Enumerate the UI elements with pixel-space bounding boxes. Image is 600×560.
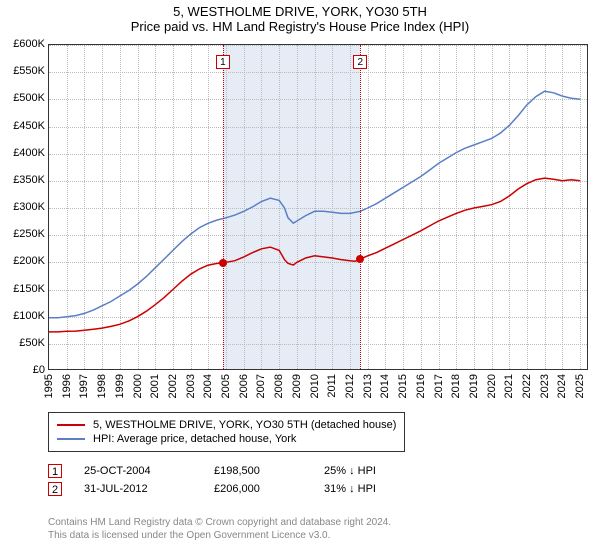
y-axis-label: £400K xyxy=(13,147,45,159)
x-axis-label: 2015 xyxy=(397,374,409,398)
y-axis-label: £150K xyxy=(13,283,45,295)
x-axis-label: 2006 xyxy=(238,374,250,398)
x-axis-label: 2020 xyxy=(486,374,498,398)
x-axis-label: 2018 xyxy=(450,374,462,398)
y-axis-label: £250K xyxy=(13,228,45,240)
x-axis-label: 2016 xyxy=(415,374,427,398)
event-date: 31-JUL-2012 xyxy=(84,483,214,495)
x-axis-label: 2019 xyxy=(468,374,480,398)
x-axis-label: 2012 xyxy=(344,374,356,398)
event-row: 1 25-OCT-2004 £198,500 25% ↓ HPI xyxy=(48,464,434,478)
legend-swatch xyxy=(57,438,85,440)
legend-label: HPI: Average price, detached house, York xyxy=(93,433,296,445)
event-delta: 25% ↓ HPI xyxy=(324,465,434,477)
x-axis-label: 2011 xyxy=(326,374,338,398)
event-delta: 31% ↓ HPI xyxy=(324,483,434,495)
x-axis-label: 1996 xyxy=(61,374,73,398)
x-axis-label: 2010 xyxy=(309,374,321,398)
x-axis-label: 2005 xyxy=(220,374,232,398)
event-date: 25-OCT-2004 xyxy=(84,465,214,477)
title-line-1: 5, WESTHOLME DRIVE, YORK, YO30 5TH xyxy=(0,4,600,19)
x-axis-label: 1997 xyxy=(78,374,90,398)
chart-lines xyxy=(49,45,587,369)
plot-area: 12 xyxy=(48,44,588,370)
y-axis-label: £300K xyxy=(13,201,45,213)
footer-line-2: This data is licensed under the Open Gov… xyxy=(48,529,391,542)
x-axis-label: 2025 xyxy=(574,374,586,398)
x-axis-label: 2008 xyxy=(273,374,285,398)
footer-line-1: Contains HM Land Registry data © Crown c… xyxy=(48,516,391,529)
title-line-2: Price paid vs. HM Land Registry's House … xyxy=(0,19,600,34)
event-marker: 2 xyxy=(48,482,62,496)
event-point xyxy=(356,255,364,263)
x-axis-label: 2007 xyxy=(255,374,267,398)
x-axis-label: 2023 xyxy=(539,374,551,398)
legend-label: 5, WESTHOLME DRIVE, YORK, YO30 5TH (deta… xyxy=(93,419,396,431)
event-price: £198,500 xyxy=(214,465,324,477)
chart-container: 5, WESTHOLME DRIVE, YORK, YO30 5TH Price… xyxy=(0,0,600,560)
x-axis-label: 1999 xyxy=(114,374,126,398)
legend-item: 5, WESTHOLME DRIVE, YORK, YO30 5TH (deta… xyxy=(57,419,396,431)
legend: 5, WESTHOLME DRIVE, YORK, YO30 5TH (deta… xyxy=(48,412,405,452)
event-price: £206,000 xyxy=(214,483,324,495)
chart-title: 5, WESTHOLME DRIVE, YORK, YO30 5TH Price… xyxy=(0,0,600,36)
x-axis-label: 2013 xyxy=(362,374,374,398)
y-axis-label: £200K xyxy=(13,255,45,267)
y-axis-label: £100K xyxy=(13,310,45,322)
y-axis-label: £550K xyxy=(13,65,45,77)
event-row: 2 31-JUL-2012 £206,000 31% ↓ HPI xyxy=(48,482,434,496)
footer-attribution: Contains HM Land Registry data © Crown c… xyxy=(48,516,391,542)
event-line-marker: 1 xyxy=(216,55,230,69)
event-marker: 1 xyxy=(48,464,62,478)
x-axis-label: 2001 xyxy=(149,374,161,398)
x-axis-label: 2004 xyxy=(202,374,214,398)
y-axis-label: £350K xyxy=(13,174,45,186)
event-point xyxy=(219,259,227,267)
event-line-marker: 2 xyxy=(353,55,367,69)
events-table: 1 25-OCT-2004 £198,500 25% ↓ HPI 2 31-JU… xyxy=(48,460,434,500)
x-axis-label: 2009 xyxy=(291,374,303,398)
x-axis-label: 2017 xyxy=(433,374,445,398)
y-axis-label: £600K xyxy=(13,38,45,50)
x-axis-label: 2000 xyxy=(132,374,144,398)
y-axis-label: £450K xyxy=(13,120,45,132)
y-axis-label: £500K xyxy=(13,92,45,104)
x-axis-label: 2022 xyxy=(521,374,533,398)
x-axis-label: 2021 xyxy=(503,374,515,398)
x-axis-label: 2024 xyxy=(556,374,568,398)
legend-item: HPI: Average price, detached house, York xyxy=(57,433,396,445)
legend-swatch xyxy=(57,424,85,426)
x-axis-label: 2014 xyxy=(379,374,391,398)
x-axis-label: 1998 xyxy=(96,374,108,398)
y-axis-label: £50K xyxy=(19,337,45,349)
x-axis-label: 2002 xyxy=(167,374,179,398)
x-axis-label: 2003 xyxy=(185,374,197,398)
x-axis-label: 1995 xyxy=(43,374,55,398)
